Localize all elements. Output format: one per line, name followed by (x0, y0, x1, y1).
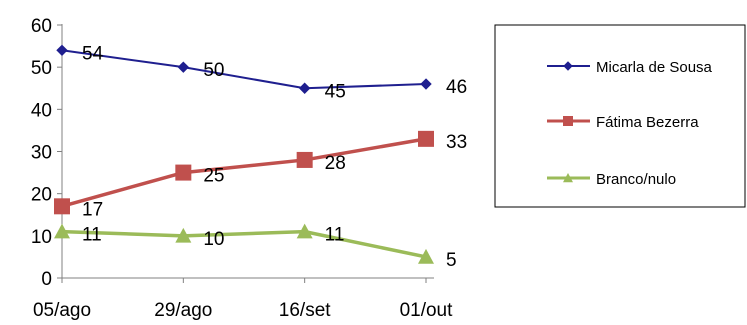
data-label: 5 (446, 250, 457, 271)
data-point (418, 248, 434, 264)
series-line (61, 229, 427, 259)
y-tick-label: 10 (31, 227, 52, 248)
y-tick-label: 40 (31, 100, 52, 121)
series-2: 17 25 28 33 (54, 130, 467, 220)
series-3: 11 10 11 5 (54, 223, 457, 271)
legend-item: Fátima Bezerra (547, 114, 699, 131)
data-point (177, 61, 190, 73)
y-tick-label: 30 (31, 143, 52, 164)
y-tick-label: 0 (41, 269, 52, 290)
y-tick-label: 60 (31, 16, 52, 37)
data-point (54, 223, 70, 239)
legend-marker (563, 173, 573, 183)
data-point (296, 151, 313, 168)
legend-box (494, 24, 746, 208)
legend-item: Branco/nulo (547, 171, 676, 188)
series-layer: 54 50 45 46 17 25 28 33 11 10 11 5 (54, 43, 467, 271)
data-label: 11 (82, 225, 102, 246)
series-line (61, 49, 427, 90)
data-point (54, 198, 70, 215)
data-label: 50 (203, 60, 224, 81)
data-label: 28 (325, 153, 346, 174)
x-tick-label: 16/set (279, 300, 331, 321)
data-point (298, 82, 311, 94)
data-label: 46 (446, 77, 467, 98)
legend-marker (563, 61, 573, 71)
data-point (296, 223, 313, 239)
x-tick-label: 29/ago (154, 300, 212, 321)
data-label: 25 (203, 166, 224, 187)
legend-label: Branco/nulo (596, 171, 676, 188)
x-tick-label: 05/ago (33, 300, 91, 321)
data-point (56, 44, 68, 57)
data-point (175, 164, 192, 181)
data-label: 54 (82, 43, 104, 64)
data-point (175, 227, 192, 243)
legend-item: Micarla de Sousa (547, 59, 713, 76)
x-tick-label: 01/out (400, 300, 454, 321)
series-line (61, 137, 427, 209)
legend: Micarla de Sousa Fátima Bezerra Branco/nul… (494, 24, 746, 208)
y-tick-label: 20 (31, 185, 52, 206)
legend-marker (563, 116, 573, 126)
data-label: 10 (203, 229, 224, 250)
x-axis-ticks: 05/ago 29/ago 16/set 01/out (33, 278, 453, 321)
data-point (418, 130, 434, 147)
y-axis-ticks: 0 10 20 30 40 50 60 (31, 16, 62, 290)
data-label: 45 (325, 81, 346, 102)
data-label: 11 (325, 225, 345, 246)
series-1: 54 50 45 46 (56, 43, 467, 102)
data-point (420, 78, 432, 90)
chart-axes (61, 24, 434, 279)
legend-label: Fátima Bezerra (596, 114, 699, 131)
data-label: 33 (446, 132, 467, 153)
data-label: 17 (82, 199, 103, 220)
y-tick-label: 50 (31, 58, 52, 79)
legend-label: Micarla de Sousa (596, 59, 713, 76)
